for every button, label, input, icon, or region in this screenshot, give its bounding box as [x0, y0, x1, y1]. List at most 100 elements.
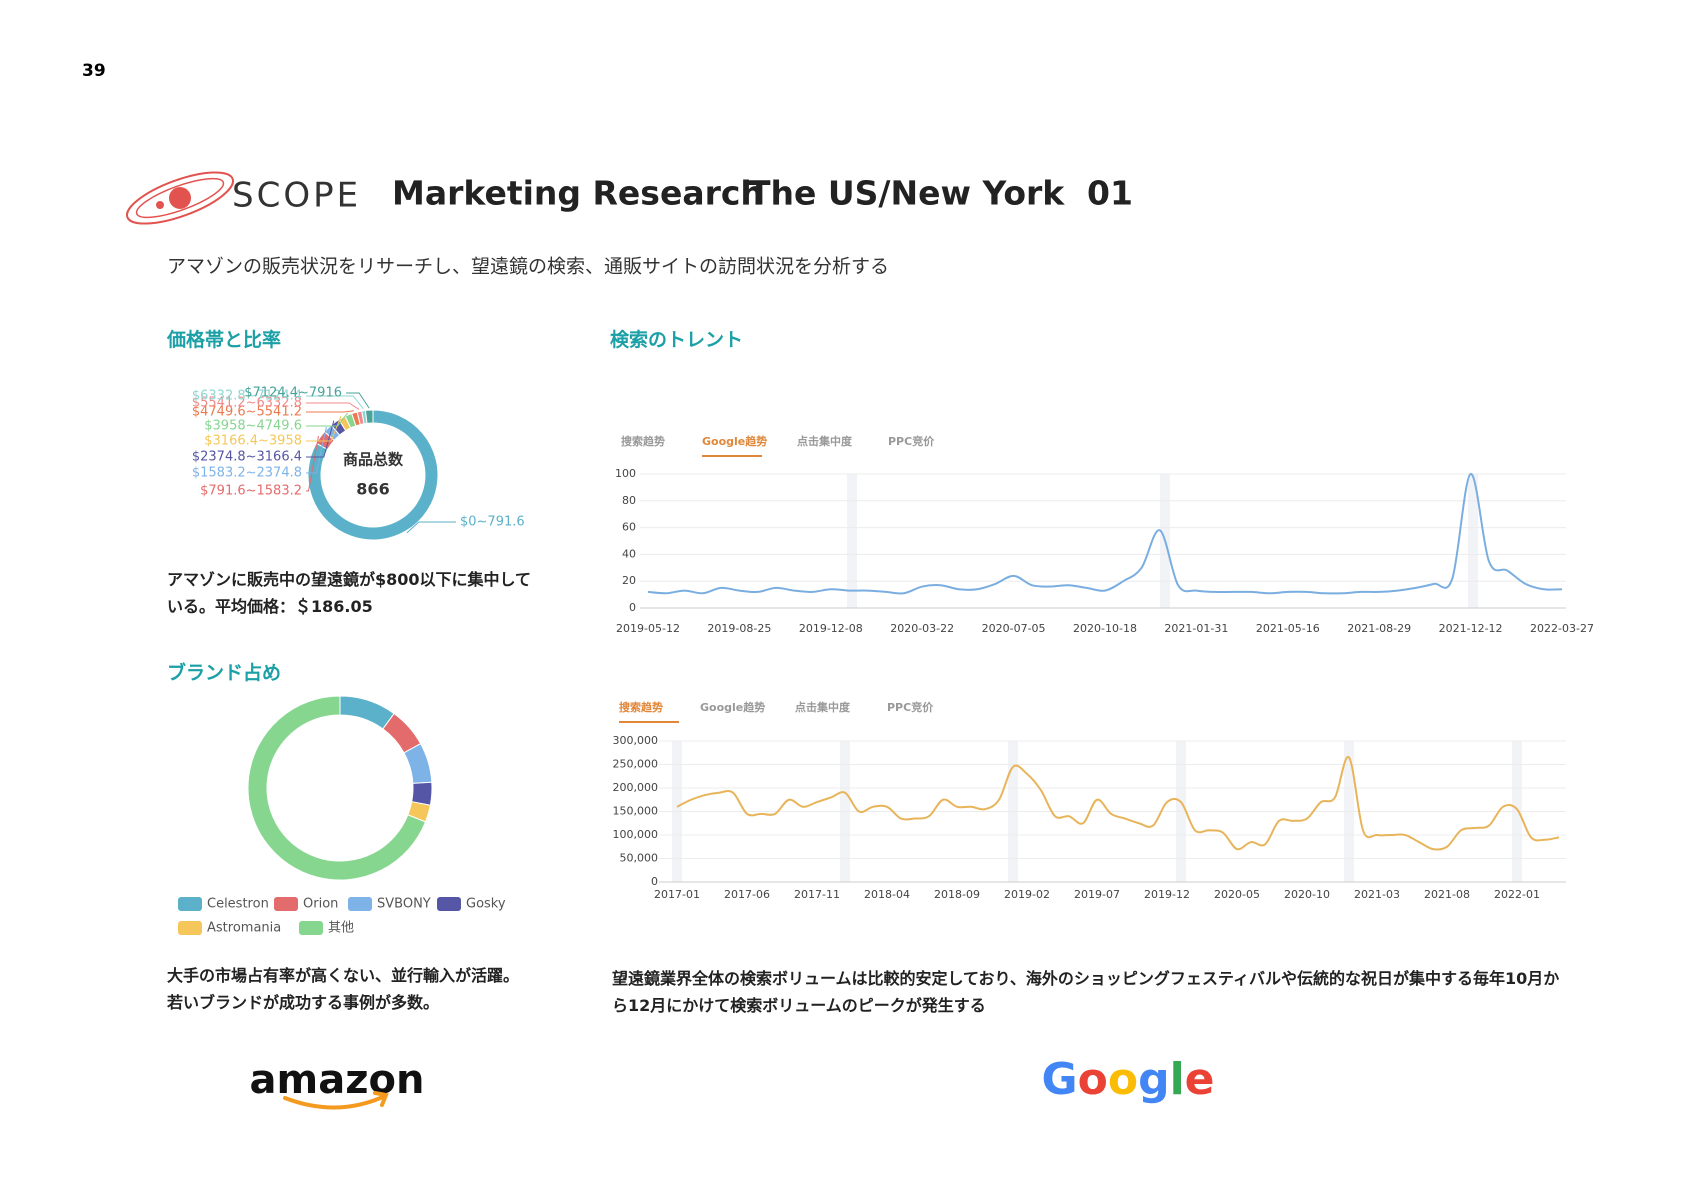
segment-label: $3958~4749.6	[204, 419, 302, 434]
brand-description: 大手の市場占有率が高くない、並行輸入が活躍。 若いブランドが成功する事例が多数。	[167, 962, 519, 1016]
segment-label: $6332.8~7124.4	[192, 389, 302, 404]
page-title: Marketing Research	[392, 174, 764, 213]
x-tick-label: 2019-05-12	[616, 622, 680, 635]
center-label: 商品总数	[343, 451, 404, 469]
legend-label: Orion	[303, 897, 338, 912]
google-logo: Google	[1041, 1054, 1214, 1105]
x-tick-label: 2021-08-29	[1347, 622, 1411, 635]
x-tick-label: 2020-03-22	[890, 622, 954, 635]
legend-label: Gosky	[466, 897, 506, 912]
x-tick-label: 2021-05-16	[1256, 622, 1320, 635]
search-description: 望遠鏡業界全体の検索ボリュームは比較的安定しており、海外のショッピングフェスティ…	[612, 969, 1560, 1015]
x-tick-label: 2020-10-18	[1073, 622, 1137, 635]
leader-line	[306, 402, 360, 410]
legend-swatch	[299, 921, 323, 935]
legend-swatch	[178, 897, 202, 911]
leader-line	[306, 415, 342, 442]
section-heading: 価格帯と比率	[167, 329, 282, 351]
x-tick-label: 2020-05	[1214, 888, 1260, 901]
legend-swatch	[348, 897, 372, 911]
page-number: 39	[82, 61, 106, 81]
x-tick-label: 2019-12	[1144, 888, 1190, 901]
x-tick-label: 2017-01	[654, 888, 700, 901]
segment-label: $0~791.6	[460, 515, 525, 530]
chart-tab: 点击集中度	[795, 700, 851, 714]
leader-line	[306, 410, 354, 413]
logo-planet	[169, 187, 191, 209]
y-tick-label: 200,000	[613, 781, 659, 794]
page-section-number: 01	[1087, 174, 1133, 213]
trend-line	[647, 472, 1563, 595]
y-tick-label: 20	[622, 574, 636, 587]
description-line: 若いブランドが成功する事例が多数。	[167, 993, 440, 1012]
x-tick-label: 2022-03-27	[1530, 622, 1594, 635]
y-tick-label: 100,000	[613, 828, 659, 841]
x-tick-label: 2021-12-12	[1439, 622, 1503, 635]
period-band	[1468, 474, 1478, 608]
legend-swatch	[274, 897, 298, 911]
segment-label: $2374.8~3166.4	[192, 450, 302, 465]
brand-name: SCOPE	[232, 176, 361, 216]
y-tick-label: 0	[651, 875, 658, 888]
y-tick-label: 150,000	[613, 805, 659, 818]
section-heading: ブランド占め	[167, 662, 282, 684]
x-tick-label: 2017-11	[794, 888, 840, 901]
segment-label: $791.6~1583.2	[200, 484, 302, 499]
x-tick-label: 2020-10	[1284, 888, 1330, 901]
segment-label: $1583.2~2374.8	[192, 466, 302, 481]
segment-label: $5541.2~6332.8	[192, 396, 302, 411]
segment-label: $3166.4~3958	[204, 434, 302, 449]
logo-orbit	[126, 171, 234, 225]
chart-tab: 搜索趋势	[621, 434, 665, 448]
y-tick-label: 60	[622, 521, 636, 534]
chart-tab: Google趋势	[700, 700, 765, 714]
segment-label: $4749.6~5541.2	[192, 405, 302, 420]
chart-tab: PPC竞价	[887, 700, 934, 714]
leader-line	[306, 395, 364, 410]
legend-swatch	[178, 921, 202, 935]
chart-tab: Google趋势	[702, 434, 767, 448]
x-tick-label: 2019-08-25	[707, 622, 771, 635]
x-tick-label: 2022-01	[1494, 888, 1540, 901]
description-line: 大手の市場占有率が高くない、並行輸入が活躍。	[167, 966, 520, 985]
legend-label: Celestron	[207, 897, 269, 912]
y-tick-label: 300,000	[613, 734, 659, 747]
page-region: The US/New York	[748, 174, 1065, 213]
leader-line	[306, 412, 349, 427]
y-tick-label: 80	[622, 494, 636, 507]
donut-segment	[364, 409, 374, 424]
y-tick-label: 250,000	[613, 758, 659, 771]
logo-orbit	[135, 177, 225, 219]
y-tick-label: 50,000	[620, 852, 659, 865]
x-tick-label: 2021-01-31	[1164, 622, 1228, 635]
legend-label: Astromania	[207, 921, 281, 936]
center-value: 866	[356, 480, 389, 499]
legend-label: SVBONY	[377, 897, 431, 912]
amazon-smile	[283, 1091, 389, 1110]
x-tick-label: 2018-04	[864, 888, 910, 901]
legend-label: 其他	[328, 921, 354, 936]
x-tick-label: 2019-02	[1004, 888, 1050, 901]
scope-logo	[126, 171, 234, 225]
leader-line	[406, 521, 456, 534]
x-tick-label: 2018-09	[934, 888, 980, 901]
section-heading: 検索のトレント	[610, 329, 744, 351]
chart-tab: PPC竞价	[888, 434, 935, 448]
x-tick-label: 2017-06	[724, 888, 770, 901]
x-tick-label: 2020-07-05	[982, 622, 1046, 635]
leader-line	[306, 420, 335, 458]
legend-swatch	[437, 897, 461, 911]
trend-line	[676, 756, 1560, 851]
segment-label: $7124.4~7916	[244, 386, 342, 401]
logo-moon	[156, 201, 164, 209]
subtitle: アマゾンの販売状況をリサーチし、望遠鏡の検索、通販サイトの訪問状況を分析する	[167, 256, 889, 278]
leader-line	[306, 435, 319, 492]
x-tick-label: 2019-07	[1074, 888, 1120, 901]
leader-line	[306, 426, 327, 474]
x-tick-label: 2019-12-08	[799, 622, 863, 635]
chart-tab: 搜索趋势	[619, 700, 663, 714]
period-band	[847, 474, 857, 608]
leader-line	[346, 392, 370, 409]
